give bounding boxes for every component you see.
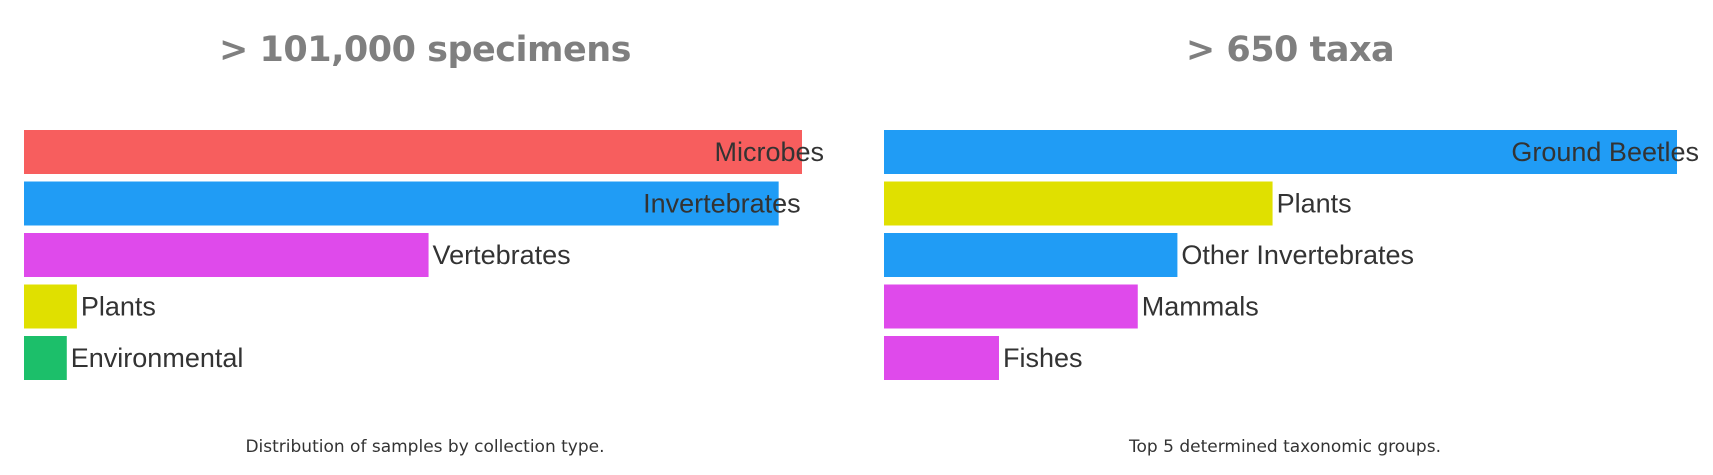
bar-label-microbes: Microbes bbox=[714, 137, 824, 167]
collection-type-panel: > 101,000 specimens Microbes Invertebrate… bbox=[24, 30, 824, 457]
bar-fishes bbox=[884, 336, 999, 380]
bar-label-other-invertebrates: Other Invertebrates bbox=[1181, 240, 1414, 270]
bar-label-environmental: Environmental bbox=[71, 343, 244, 373]
bar-label-plants: Plants bbox=[1277, 189, 1352, 219]
bar-vertebrates bbox=[24, 233, 429, 277]
collection-type-caption: Distribution of samples by collection ty… bbox=[245, 437, 605, 457]
bar-label-mammals: Mammals bbox=[1142, 292, 1259, 322]
bar-label-fishes: Fishes bbox=[1003, 343, 1083, 373]
bar-label-invertebrates: Invertebrates bbox=[643, 189, 801, 219]
bar-other-invertebrates bbox=[884, 233, 1178, 277]
bar-mammals bbox=[884, 284, 1138, 329]
bar-ground-beetles bbox=[884, 130, 1677, 174]
bar-environmental bbox=[24, 336, 67, 380]
bar-invertebrates bbox=[24, 181, 779, 226]
bar-label-plants: Plants bbox=[81, 292, 156, 322]
bar-microbes bbox=[24, 130, 802, 174]
collection-type-chart: Microbes Invertebrates Vertebrates Plants En… bbox=[24, 130, 824, 380]
bar-label-ground-beetles: Ground Beetles bbox=[1511, 137, 1699, 167]
taxa-headline: > 650 taxa bbox=[1185, 30, 1395, 70]
taxonomic-groups-caption: Top 5 determined taxonomic groups. bbox=[1129, 437, 1441, 457]
bar-label-vertebrates: Vertebrates bbox=[433, 240, 571, 270]
bar-plants bbox=[884, 181, 1273, 226]
taxonomic-groups-panel: > 650 taxa Ground Beetles Plants Other Inv… bbox=[860, 0, 1713, 475]
taxonomic-groups-chart: Ground Beetles Plants Other Invertebrates M… bbox=[884, 130, 1699, 380]
specimens-headline: > 101,000 specimens bbox=[219, 30, 631, 70]
bar-plants bbox=[24, 284, 77, 329]
